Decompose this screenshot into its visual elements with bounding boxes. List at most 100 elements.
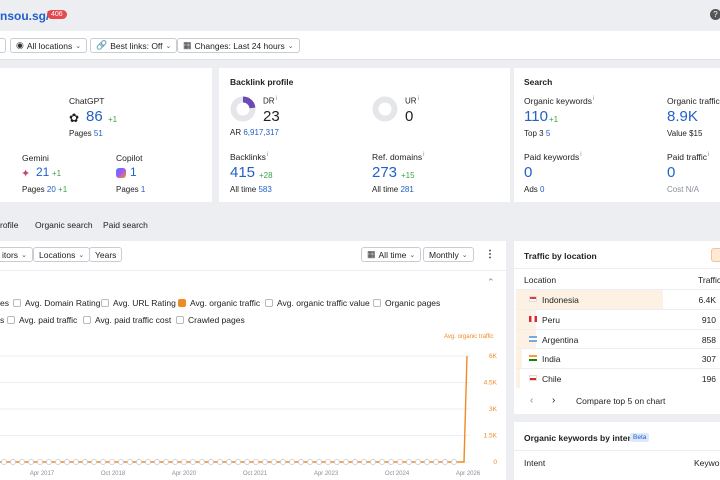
locations-chart-label: Locations [39,249,76,260]
organic-keywords-label: Organic keywordsi [524,96,595,106]
annotation-marker [190,459,196,465]
table-row[interactable]: Chile 196 [516,368,720,388]
chevron-right-icon[interactable]: › [552,395,556,406]
annotation-marker [253,459,259,465]
checkbox-avg-domain-rating[interactable]: Avg. Domain Rating [13,298,100,308]
table-row[interactable]: India 307 [516,348,720,368]
checkbox-avg-url-rating[interactable]: Avg. URL Rating [101,298,176,308]
checkbox-box[interactable] [7,316,15,324]
table-row[interactable]: Indonesia 6.4K [516,289,720,309]
paid-keywords-value[interactable]: 0 [524,164,533,181]
checkbox-partial-1[interactable]: es [0,298,9,308]
chevron-down-icon: ⌄ [165,42,172,50]
value-label: Value [667,129,687,138]
organic-keywords-delta: +1 [549,115,559,124]
annotation-marker [136,459,142,465]
annotation-marker [352,459,358,465]
gemini-value[interactable]: 21 [36,165,50,179]
annotation-marker [19,459,25,465]
compare-top5-link[interactable]: Compare top 5 on chart [576,396,666,406]
x-tick-label: Oct 2018 [101,471,126,477]
question-icon[interactable]: ? [710,9,720,20]
checkbox-box[interactable] [265,299,273,307]
tab-overview-profile[interactable]: rofile [0,220,19,230]
checkbox-box[interactable] [13,299,21,307]
backlinks-value[interactable]: 415 [230,164,256,181]
mode-dropdown-partial[interactable] [0,38,6,53]
annotation-marker [316,459,322,465]
error-count-badge[interactable]: 406 [47,10,67,19]
ur-value: 0 [405,108,414,125]
checkbox-partial-2[interactable]: s [0,315,4,325]
flag-argentina-icon [529,336,537,342]
gemini-delta: +1 [52,169,62,178]
pages-value[interactable]: 51 [93,129,103,138]
traffic-share-bar [516,330,536,349]
all-time-dropdown[interactable]: ▦ All time ⌄ [361,247,422,262]
checkbox-label: Avg. Domain Rating [25,298,101,308]
years-button[interactable]: Years [89,247,123,262]
checkbox-avg-organic-traffic-value[interactable]: Avg. organic traffic value [265,298,370,308]
checkbox-box-checked[interactable] [178,299,186,307]
ur-label-text: UR [405,96,417,106]
copilot-value[interactable]: 1 [130,165,137,179]
checkbox-box[interactable] [176,316,184,324]
changes-dropdown[interactable]: ▦ Changes: Last 24 hours ⌄ [177,38,300,53]
tab-paid-search[interactable]: Paid search [103,220,148,230]
chevron-left-icon[interactable]: ‹ [530,395,534,406]
pages-value[interactable]: 1 [140,185,146,194]
paid-traffic-value[interactable]: 0 [667,164,676,181]
country-traffic: 196 [701,374,716,384]
refdomains-value[interactable]: 273 [372,164,398,181]
organic-traffic-value[interactable]: 8.9K [667,108,698,125]
flag-indonesia-icon [529,296,537,302]
checkbox-avg-paid-traffic[interactable]: Avg. paid traffic [7,315,77,325]
tab-organic-search[interactable]: Organic search [35,220,93,230]
dr-label-text: DR [263,96,275,106]
collapse-icon[interactable]: ⌃ [487,277,495,287]
backlinks-label-text: Backlinks [230,152,266,162]
competitors-button[interactable]: itors ⌄ [0,247,33,262]
traffic-share-bar [516,290,663,309]
traffic-line-chart: 6K 4.5K 3K 1.5K 0 Apr 2017 Oct 2018 Apr 2020 Oct… [0,353,498,477]
chevron-down-icon: ⌄ [21,251,27,259]
checkbox-avg-organic-traffic[interactable]: Avg. organic traffic [178,298,260,308]
locations-label: All locations [26,40,73,51]
gemini-label: Gemini [22,153,49,163]
annotation-marker [397,459,403,465]
table-row[interactable]: Peru 910 [516,309,720,329]
monthly-dropdown[interactable]: Monthly ⌄ [423,247,474,262]
best-links-toggle[interactable]: 🔗 Best links: Off ⌄ [90,38,178,53]
annotation-marker [91,459,97,465]
checkbox-avg-paid-traffic-cost[interactable]: Avg. paid traffic cost [83,315,171,325]
more-options-icon[interactable]: ⋮ [485,249,495,260]
traffic-location-toggle-partial[interactable] [711,248,720,262]
alltime-value[interactable]: 583 [258,185,272,194]
annotation-marker [73,459,79,465]
table-row[interactable]: Argentina 858 [516,329,720,349]
alltime-value[interactable]: 281 [400,185,414,194]
chatgpt-value[interactable]: 86 [86,108,103,125]
checkbox-box[interactable] [83,316,91,324]
domain-title[interactable]: nsou.sg/ [0,9,50,23]
locations-dropdown[interactable]: ◉ All locations ⌄ [10,38,88,53]
checkbox-box[interactable] [373,299,381,307]
checkbox-box[interactable] [101,299,109,307]
pages-value[interactable]: 20 [46,185,56,194]
flag-india-icon [529,355,537,361]
backlink-profile-card: Backlink profile DRi 23 AR 6,917,317 URi… [219,68,510,202]
ads-value[interactable]: 0 [540,185,545,194]
locations-chart-dropdown[interactable]: Locations ⌄ [33,247,91,262]
paid-keywords-label: Paid keywordsi [524,152,582,162]
intent-divider [514,450,720,451]
x-tick-label: Apr 2020 [172,471,197,477]
checkbox-crawled-pages[interactable]: Crawled pages [176,315,245,325]
checkbox-organic-pages[interactable]: Organic pages [373,298,440,308]
organic-keywords-value[interactable]: 110 [524,108,548,125]
ar-value[interactable]: 6,917,317 [243,128,279,137]
traffic-by-location-card: Traffic by location Location Traffic ‹ ›… [514,241,720,414]
calendar-icon: ▦ [183,40,192,50]
top3-value[interactable]: 5 [545,129,551,138]
pages-delta: +1 [58,185,68,194]
checkbox-label: Avg. paid traffic cost [95,315,172,325]
